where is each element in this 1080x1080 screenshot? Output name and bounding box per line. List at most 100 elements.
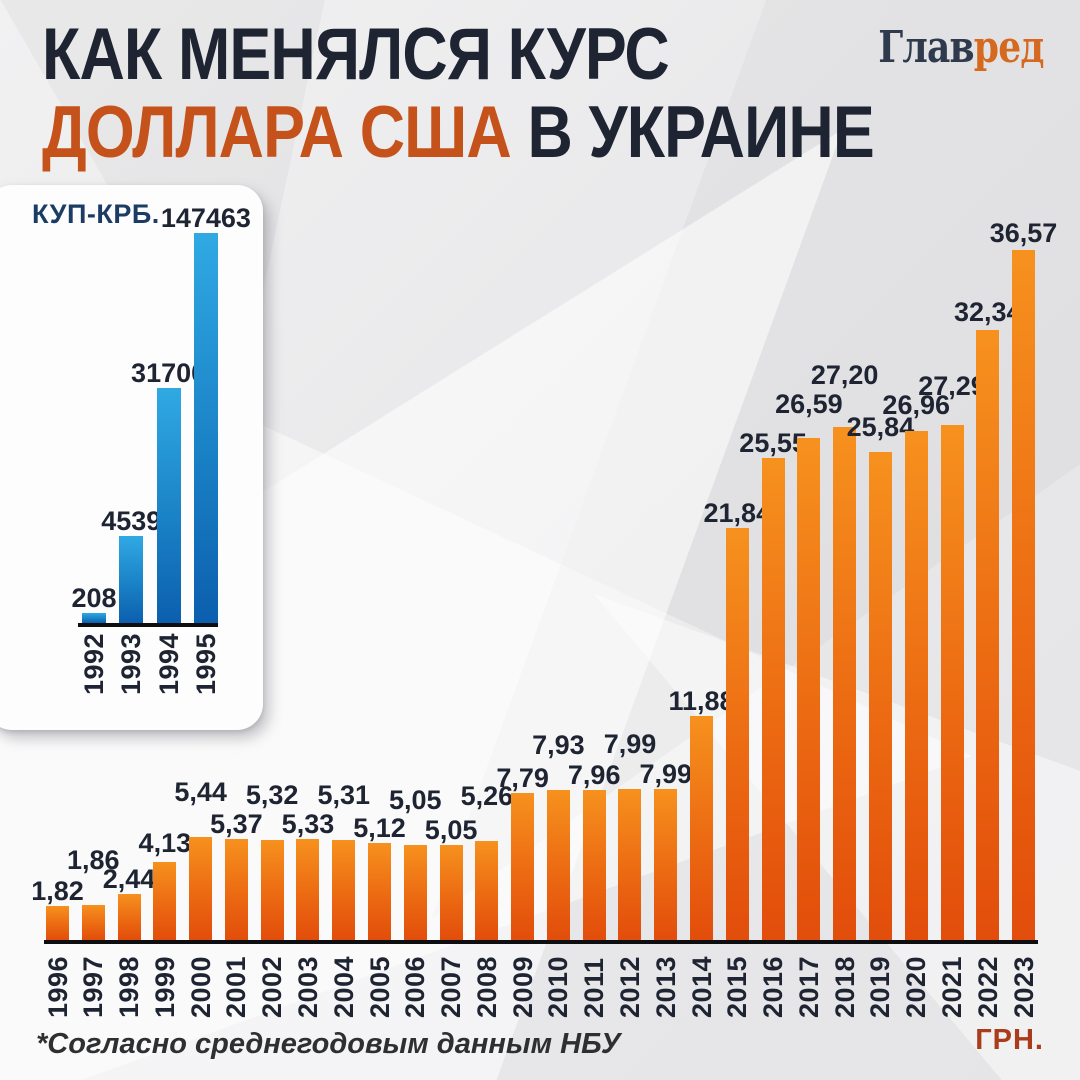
year-label: 2023: [1008, 955, 1039, 1018]
bar-value-label: 25,55: [739, 428, 807, 458]
year-label: 2010: [543, 955, 574, 1018]
year-label: 2008: [471, 955, 502, 1018]
bar-value-label: 7,93: [532, 730, 585, 760]
bar-value-label: 1,82: [31, 876, 84, 906]
bar-value-label: 5,32: [245, 780, 299, 810]
year-label: 2000: [185, 955, 216, 1018]
year-label: 1994: [153, 632, 184, 695]
currency-unit-label: ГРН.: [975, 1024, 1044, 1056]
bar-value-label: 7,99: [639, 759, 693, 789]
year-label: 2002: [257, 955, 288, 1018]
year-label: 2017: [793, 955, 824, 1018]
year-label: 2001: [221, 955, 252, 1018]
bar-2023: [1012, 250, 1036, 940]
bar-1995: [193, 233, 218, 623]
bar-value-label: 5,31: [317, 780, 371, 810]
bar-2016: [761, 458, 785, 940]
bar-2022: [976, 330, 1000, 940]
year-label: 1993: [116, 632, 147, 695]
bar-value-label: 147463: [160, 203, 251, 233]
year-label: 2004: [328, 955, 359, 1018]
bar-2006: [403, 845, 427, 940]
bar-value-label: 208: [71, 583, 117, 613]
bar-2015: [725, 528, 749, 940]
bar-2007: [439, 845, 463, 940]
bar-1992: [82, 613, 106, 623]
bar-value-label: 11,88: [668, 686, 735, 716]
title-line-2: ДОЛЛАРА США В УКРАИНЕ: [42, 92, 875, 174]
bar-value-label: 21,84: [703, 498, 772, 528]
inset-axis-line: [78, 623, 218, 627]
title-line-1: КАК МЕНЯЛСЯ КУРС: [42, 14, 670, 95]
bar-1994: [156, 388, 181, 623]
year-label: 2006: [400, 955, 431, 1018]
bar-value-label: 32,34: [953, 297, 1022, 327]
bar-1998: [117, 894, 141, 940]
bar-2008: [475, 841, 499, 940]
year-label: 2007: [436, 955, 467, 1018]
bar-2003: [296, 839, 320, 940]
bar-2011: [582, 790, 606, 940]
year-label: 1999: [149, 955, 180, 1018]
bar-1999: [153, 862, 177, 940]
bar-2009: [511, 793, 535, 940]
year-label: 2011: [579, 957, 610, 1018]
year-label: 2022: [972, 955, 1003, 1018]
year-label: 1992: [79, 632, 109, 695]
bar-value-label: 5,44: [174, 777, 227, 807]
bar-value-label: 27,20: [810, 360, 879, 390]
year-label: 2005: [364, 955, 395, 1018]
year-label: 2015: [722, 955, 753, 1018]
glavred-logo: Главред: [879, 22, 1045, 73]
bar-value-label: 2,44: [102, 864, 156, 894]
year-label: 1997: [78, 955, 109, 1018]
bar-1996: [46, 906, 69, 940]
bar-value-label: 7,79: [496, 763, 549, 793]
bar-2013: [654, 789, 678, 940]
bar-value-label: 5,37: [210, 809, 263, 839]
bar-value-label: 4,13: [138, 828, 192, 858]
title-highlight: ДОЛЛАРА США: [42, 92, 512, 174]
bar-2017: [797, 438, 821, 940]
bar-2018: [833, 427, 857, 940]
year-label: 2020: [901, 955, 932, 1018]
inset-chart-title: КУП-КРБ.: [32, 199, 160, 229]
year-label: 2003: [292, 955, 323, 1018]
bar-value-label: 5,26: [460, 781, 514, 811]
bar-2021: [940, 425, 964, 940]
inset-chart-card: КУП-КРБ. 208 1992 4539 1993 31700 1994 147463 1…: [0, 185, 263, 730]
logo-part-orange: ред: [974, 22, 1045, 73]
bar-value-label: 1,86: [66, 845, 120, 875]
year-label: 2014: [686, 955, 717, 1018]
bar-1993: [119, 536, 144, 623]
bar-2014: [690, 716, 714, 940]
bar-value-label: 31700: [131, 358, 207, 388]
title-rest: В УКРАИНЕ: [510, 92, 874, 174]
year-label: 2016: [758, 955, 789, 1018]
year-label: 2021: [937, 955, 967, 1018]
bar-2002: [260, 840, 284, 940]
bar-2005: [368, 843, 392, 940]
page-title: КАК МЕНЯЛСЯ КУРС ДОЛЛАРА США В УКРАИНЕ: [42, 14, 875, 174]
bar-value-label: 5,05: [424, 815, 478, 845]
bar-2000: [189, 837, 213, 940]
bar-2019: [868, 452, 892, 940]
year-label: 2012: [614, 955, 645, 1018]
bar-value-label: 7,96: [567, 760, 621, 790]
bar-value-label: 7,99: [603, 729, 657, 759]
bar-2020: [904, 431, 928, 940]
bar-2001: [224, 839, 248, 940]
bar-value-label: 27,29: [918, 371, 986, 401]
bar-value-label: 5,33: [281, 809, 335, 839]
bar-value-label: 4539: [101, 506, 162, 536]
year-label: 1998: [114, 955, 145, 1018]
bar-value-label: 36,57: [989, 218, 1058, 248]
year-label: 1995: [190, 632, 221, 695]
bar-2004: [332, 840, 356, 940]
bar-value-label: 5,12: [353, 813, 406, 843]
year-label: 2019: [865, 955, 896, 1018]
year-label: 2009: [507, 955, 538, 1018]
year-label: 1996: [42, 955, 73, 1018]
year-label: 2013: [650, 955, 681, 1018]
bar-2012: [618, 789, 642, 940]
